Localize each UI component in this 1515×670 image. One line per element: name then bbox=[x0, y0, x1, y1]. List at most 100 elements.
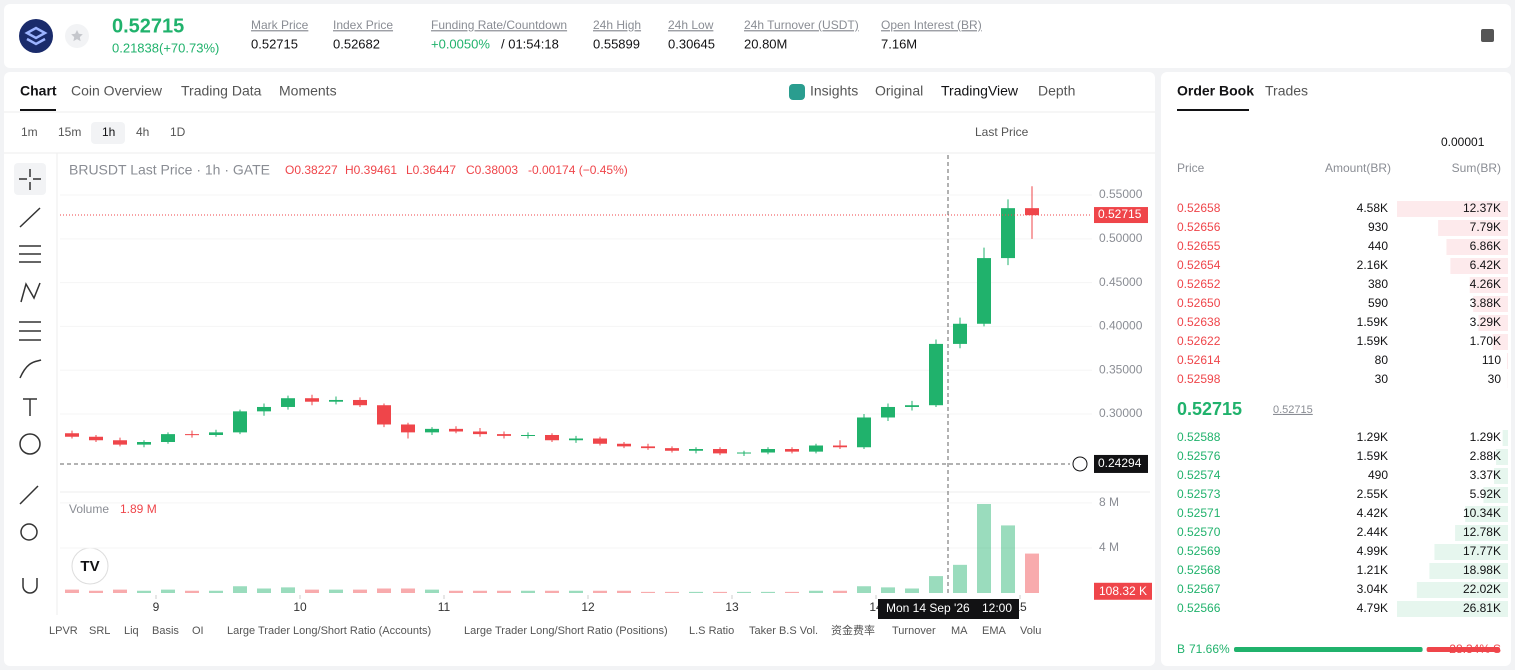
book-price[interactable]: 0.52588 bbox=[1177, 430, 1221, 444]
book-amount: 1.59K bbox=[1357, 334, 1388, 348]
book-price[interactable]: 0.52652 bbox=[1177, 277, 1221, 291]
indicator-tab[interactable]: EMA bbox=[982, 625, 1007, 637]
column-header: Price bbox=[1177, 161, 1205, 175]
book-amount: 2.55K bbox=[1357, 487, 1388, 501]
price-axis-label: 0.40000 bbox=[1099, 319, 1143, 333]
depth-bar bbox=[1473, 296, 1508, 312]
tab[interactable]: Trading Data bbox=[181, 83, 262, 99]
book-price[interactable]: 0.52622 bbox=[1177, 334, 1221, 348]
indicator-tab[interactable]: LPVR bbox=[49, 625, 78, 637]
stat-label: Index Price bbox=[333, 18, 393, 32]
interval[interactable]: 1m bbox=[21, 125, 38, 139]
book-price[interactable]: 0.52570 bbox=[1177, 525, 1221, 539]
buy-label: B bbox=[1177, 642, 1185, 656]
candle-body bbox=[185, 434, 199, 436]
depth-bar bbox=[1494, 468, 1508, 484]
view-option[interactable]: Depth bbox=[1038, 83, 1075, 99]
interval[interactable]: 4h bbox=[136, 125, 149, 139]
book-tab[interactable]: Order Book bbox=[1177, 83, 1254, 99]
book-price[interactable]: 0.52654 bbox=[1177, 258, 1221, 272]
candle-body bbox=[1025, 208, 1039, 216]
depth-bar bbox=[1465, 506, 1508, 522]
book-price[interactable]: 0.52656 bbox=[1177, 220, 1221, 234]
depth-bar bbox=[1438, 220, 1508, 236]
indicator-tab[interactable]: L.S Ratio bbox=[689, 625, 734, 637]
view-option[interactable]: Original bbox=[875, 83, 923, 99]
stat-value: 0.30645 bbox=[668, 36, 715, 51]
book-price[interactable]: 0.52568 bbox=[1177, 563, 1221, 577]
mark-price: 0.52715 bbox=[1273, 404, 1313, 416]
menu-icon[interactable] bbox=[1481, 29, 1494, 42]
volume-bar bbox=[473, 590, 487, 593]
book-amount: 1.21K bbox=[1357, 563, 1388, 577]
indicator-tab[interactable]: Taker B.S Vol. bbox=[749, 625, 818, 637]
volume-bar bbox=[65, 589, 79, 593]
interval[interactable]: 1h bbox=[102, 125, 115, 139]
candle-body bbox=[569, 438, 583, 441]
indicator-tab[interactable]: OI bbox=[192, 625, 204, 637]
tab[interactable]: Chart bbox=[20, 83, 57, 99]
interval[interactable]: 1D bbox=[170, 125, 186, 139]
indicator-tab[interactable]: Large Trader Long/Short Ratio (Accounts) bbox=[227, 625, 431, 637]
book-amount: 3.04K bbox=[1357, 582, 1388, 596]
stat-label: Mark Price bbox=[251, 18, 309, 32]
indicator-tab[interactable]: Liq bbox=[124, 625, 139, 637]
ai-badge bbox=[789, 84, 805, 100]
book-amount: 1.29K bbox=[1357, 430, 1388, 444]
volume-bar bbox=[209, 590, 223, 593]
indicator-tab[interactable]: Turnover bbox=[892, 625, 936, 637]
volume-bar bbox=[905, 588, 919, 593]
book-price[interactable]: 0.52576 bbox=[1177, 449, 1221, 463]
candle-body bbox=[785, 449, 799, 452]
price-source[interactable]: Last Price bbox=[975, 125, 1029, 139]
coin-logo-mark bbox=[24, 26, 48, 46]
book-price[interactable]: 0.52573 bbox=[1177, 487, 1221, 501]
book-price[interactable]: 0.52598 bbox=[1177, 372, 1221, 386]
book-price[interactable]: 0.52569 bbox=[1177, 544, 1221, 558]
book-sum: 2.88K bbox=[1470, 449, 1501, 463]
view-option[interactable]: TradingView bbox=[941, 83, 1019, 99]
coin-logo bbox=[19, 19, 53, 53]
indicator-tab[interactable]: Large Trader Long/Short Ratio (Positions… bbox=[464, 625, 668, 637]
tab[interactable]: Coin Overview bbox=[71, 83, 163, 99]
book-price[interactable]: 0.52658 bbox=[1177, 201, 1221, 215]
interval[interactable]: 15m bbox=[58, 125, 81, 139]
tab[interactable]: Moments bbox=[279, 83, 337, 99]
book-price[interactable]: 0.52574 bbox=[1177, 468, 1221, 482]
add-alert-button[interactable] bbox=[1072, 456, 1088, 472]
volume-bar bbox=[641, 591, 655, 593]
volume-bar bbox=[857, 586, 871, 593]
book-amount: 2.44K bbox=[1357, 525, 1388, 539]
candle-body bbox=[833, 445, 847, 448]
mid-price: 0.52715 bbox=[1177, 399, 1242, 419]
volume-bar bbox=[833, 590, 847, 593]
indicator-tab[interactable]: 资金费率 bbox=[831, 623, 875, 637]
book-amount: 4.79K bbox=[1357, 601, 1388, 615]
book-price[interactable]: 0.52655 bbox=[1177, 239, 1221, 253]
book-amount: 380 bbox=[1368, 277, 1388, 291]
time-axis-label: 13 bbox=[725, 600, 739, 614]
volume-bar bbox=[401, 588, 415, 593]
book-price[interactable]: 0.52571 bbox=[1177, 506, 1221, 520]
book-price[interactable]: 0.52638 bbox=[1177, 315, 1221, 329]
indicator-tab[interactable]: SRL bbox=[89, 625, 110, 637]
precision-select[interactable]: 0.00001 bbox=[1441, 135, 1485, 149]
indicator-tab[interactable]: Basis bbox=[152, 625, 179, 637]
ohlc-legend: O0.38227 bbox=[285, 163, 338, 177]
volume-bar bbox=[929, 576, 943, 593]
price-axis-label: 0.55000 bbox=[1099, 187, 1143, 201]
last-price-label: 0.52715 bbox=[1098, 207, 1142, 221]
book-price[interactable]: 0.52567 bbox=[1177, 582, 1221, 596]
book-price[interactable]: 0.52566 bbox=[1177, 601, 1221, 615]
volume-bar bbox=[113, 589, 127, 593]
view-option[interactable]: Insights bbox=[810, 83, 858, 99]
stat-value: 7.16M bbox=[881, 36, 917, 51]
book-price[interactable]: 0.52650 bbox=[1177, 296, 1221, 310]
ohlc-legend: H0.39461 bbox=[345, 163, 397, 177]
book-tab[interactable]: Trades bbox=[1265, 83, 1308, 99]
tool-selected bbox=[14, 163, 46, 195]
book-sum: 1.29K bbox=[1470, 430, 1501, 444]
indicator-tab[interactable]: Volu bbox=[1020, 625, 1041, 637]
book-price[interactable]: 0.52614 bbox=[1177, 353, 1221, 367]
indicator-tab[interactable]: MA bbox=[951, 625, 968, 637]
